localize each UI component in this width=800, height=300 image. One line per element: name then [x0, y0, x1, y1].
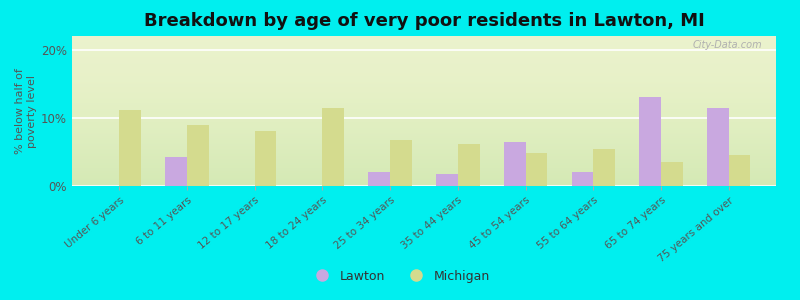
Bar [571, 172, 594, 186]
Bar [390, 140, 412, 186]
Title: Breakdown by age of very poor residents in Lawton, MI: Breakdown by age of very poor residents … [144, 12, 704, 30]
Bar [594, 148, 615, 186]
Bar [661, 162, 682, 186]
Bar [504, 142, 526, 186]
Bar [119, 110, 141, 186]
Bar [707, 108, 729, 186]
Bar [322, 108, 344, 186]
Bar [254, 131, 277, 186]
Bar [166, 158, 187, 186]
Bar [729, 155, 750, 186]
Bar [187, 124, 209, 186]
Bar [436, 174, 458, 186]
Y-axis label: % below half of
poverty level: % below half of poverty level [15, 68, 37, 154]
Legend: Lawton, Michigan: Lawton, Michigan [305, 265, 495, 288]
Bar [526, 153, 547, 186]
Bar [639, 98, 661, 186]
Bar [458, 144, 479, 186]
Text: City-Data.com: City-Data.com [692, 40, 762, 50]
Bar [369, 172, 390, 186]
